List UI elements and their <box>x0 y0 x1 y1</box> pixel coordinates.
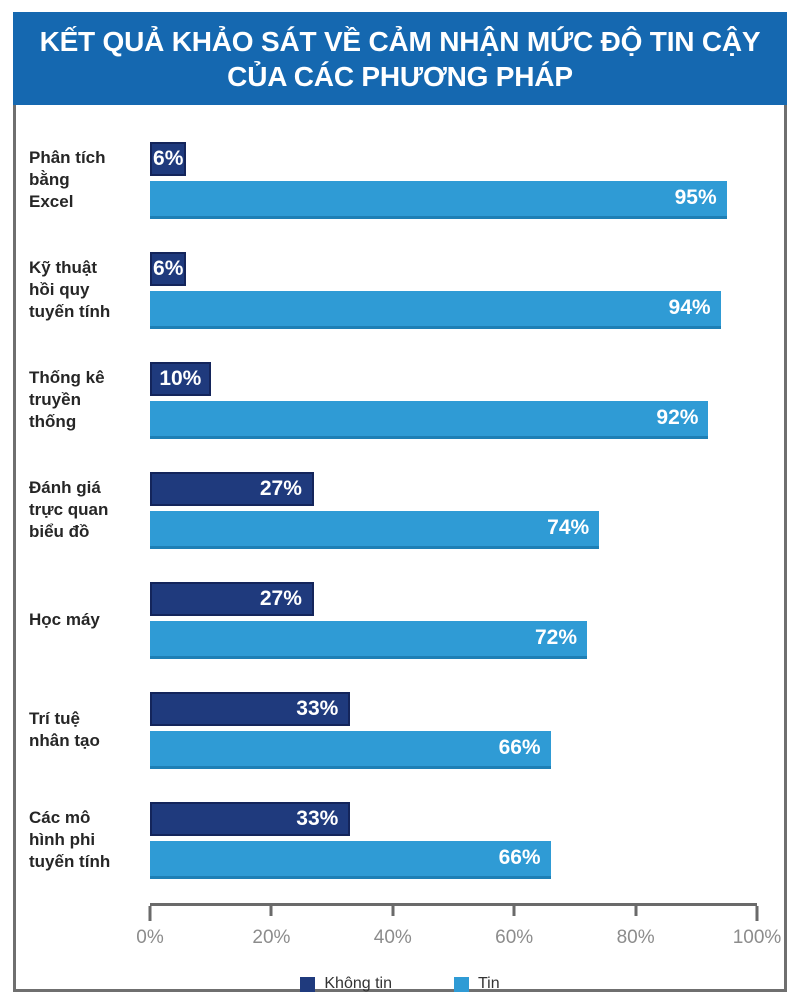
category-label: Thống kê truyền thống <box>29 367 105 432</box>
category-label: Các mô hình phi tuyến tính <box>29 807 111 872</box>
bar-khong-tin: 33% <box>150 801 351 836</box>
axis-tick-label: 100% <box>732 927 782 948</box>
bar-group: Kỹ thuật hồi quy tuyến tính 6% 94% <box>16 235 784 345</box>
bar-tin: 74% <box>150 510 600 549</box>
legend-item: Tin <box>453 975 500 993</box>
bar-value-label: 33% <box>296 806 339 830</box>
category-label: Đánh giá trực quan biểu đồ <box>29 477 109 542</box>
category-label: Học máy <box>29 609 100 629</box>
bar-value-label: 33% <box>296 696 339 720</box>
axis-tick <box>755 906 759 921</box>
legend-label: Tin <box>477 975 500 992</box>
bar-pair: 6% 95% <box>150 141 757 219</box>
bar-pair: 33% 66% <box>150 691 757 769</box>
bar-group: Thống kê truyền thống 10% 92% <box>16 345 784 455</box>
bar-pair: 6% 94% <box>150 251 757 329</box>
legend-swatch-icon <box>453 976 469 992</box>
bar-pair: 27% 74% <box>150 471 757 549</box>
legend-item: Không tin <box>300 975 392 993</box>
bar-group: Các mô hình phi tuyến tính 33% 66% <box>16 785 784 895</box>
axis-tick-label: 40% <box>373 927 412 948</box>
legend-swatch-icon <box>300 976 316 992</box>
x-axis: 0% 20% 40% 60% 80% 100% <box>136 903 781 961</box>
bar-value-label: 92% <box>656 406 699 429</box>
page-title: KẾT QUẢ KHẢO SÁT VỀ CẢM NHẬN MỨC ĐỘ TIN … <box>39 25 761 92</box>
axis-tick-label: 20% <box>252 927 291 948</box>
title-band: KẾT QUẢ KHẢO SÁT VỀ CẢM NHẬN MỨC ĐỘ TIN … <box>13 12 787 105</box>
bar-value-label: 6% <box>153 146 184 170</box>
bar-tin: 95% <box>150 180 727 219</box>
bar-pair: 33% 66% <box>150 801 757 879</box>
x-axis-line <box>150 903 757 906</box>
axis-tick-label: 80% <box>616 927 655 948</box>
bar-pair: 27% 72% <box>150 581 757 659</box>
bar-khong-tin: 6% <box>150 141 187 176</box>
axis-tick <box>269 906 273 916</box>
bar-value-label: 66% <box>498 736 541 759</box>
bar-group: Trí tuệ nhân tạo 33% 66% <box>16 675 784 785</box>
bar-value-label: 10% <box>159 366 202 390</box>
bar-value-label: 95% <box>674 186 717 209</box>
bar-value-label: 6% <box>153 256 184 280</box>
category-label: Phân tích bằng Excel <box>29 147 106 212</box>
bar-tin: 94% <box>150 290 721 329</box>
chart-frame: Phân tích bằng Excel 6% 95% Kỹ thuật hồi… <box>13 105 787 992</box>
bar-tin: 66% <box>150 840 551 879</box>
axis-tick <box>391 906 395 916</box>
category-label: Kỹ thuật hồi quy tuyến tính <box>29 257 111 322</box>
axis-tick <box>634 906 638 916</box>
bar-tin: 92% <box>150 400 709 439</box>
bar-khong-tin: 6% <box>150 251 187 286</box>
axis-tick-label: 60% <box>495 927 534 948</box>
bar-group: Học máy 27% 72% <box>16 565 784 675</box>
axis-tick <box>148 906 152 921</box>
bar-value-label: 66% <box>498 846 541 869</box>
legend: Không tin Tin <box>16 975 784 993</box>
bar-tin: 72% <box>150 620 588 659</box>
axis-tick <box>512 906 516 916</box>
bar-value-label: 72% <box>535 626 578 649</box>
bar-value-label: 27% <box>259 476 302 500</box>
legend-label: Không tin <box>324 975 392 992</box>
bar-value-label: 74% <box>547 516 590 539</box>
bar-pair: 10% 92% <box>150 361 757 439</box>
bar-khong-tin: 27% <box>150 581 314 616</box>
bar-group: Phân tích bằng Excel 6% 95% <box>16 125 784 235</box>
category-label: Trí tuệ nhân tạo <box>29 708 100 750</box>
bar-value-label: 94% <box>668 296 711 319</box>
bar-groups: Phân tích bằng Excel 6% 95% Kỹ thuật hồi… <box>16 125 784 895</box>
bar-khong-tin: 10% <box>150 361 211 396</box>
bar-tin: 66% <box>150 730 551 769</box>
bar-value-label: 27% <box>259 586 302 610</box>
bar-khong-tin: 27% <box>150 471 314 506</box>
axis-tick-label: 0% <box>136 927 164 948</box>
bar-group: Đánh giá trực quan biểu đồ 27% 74% <box>16 455 784 565</box>
bar-khong-tin: 33% <box>150 691 351 726</box>
